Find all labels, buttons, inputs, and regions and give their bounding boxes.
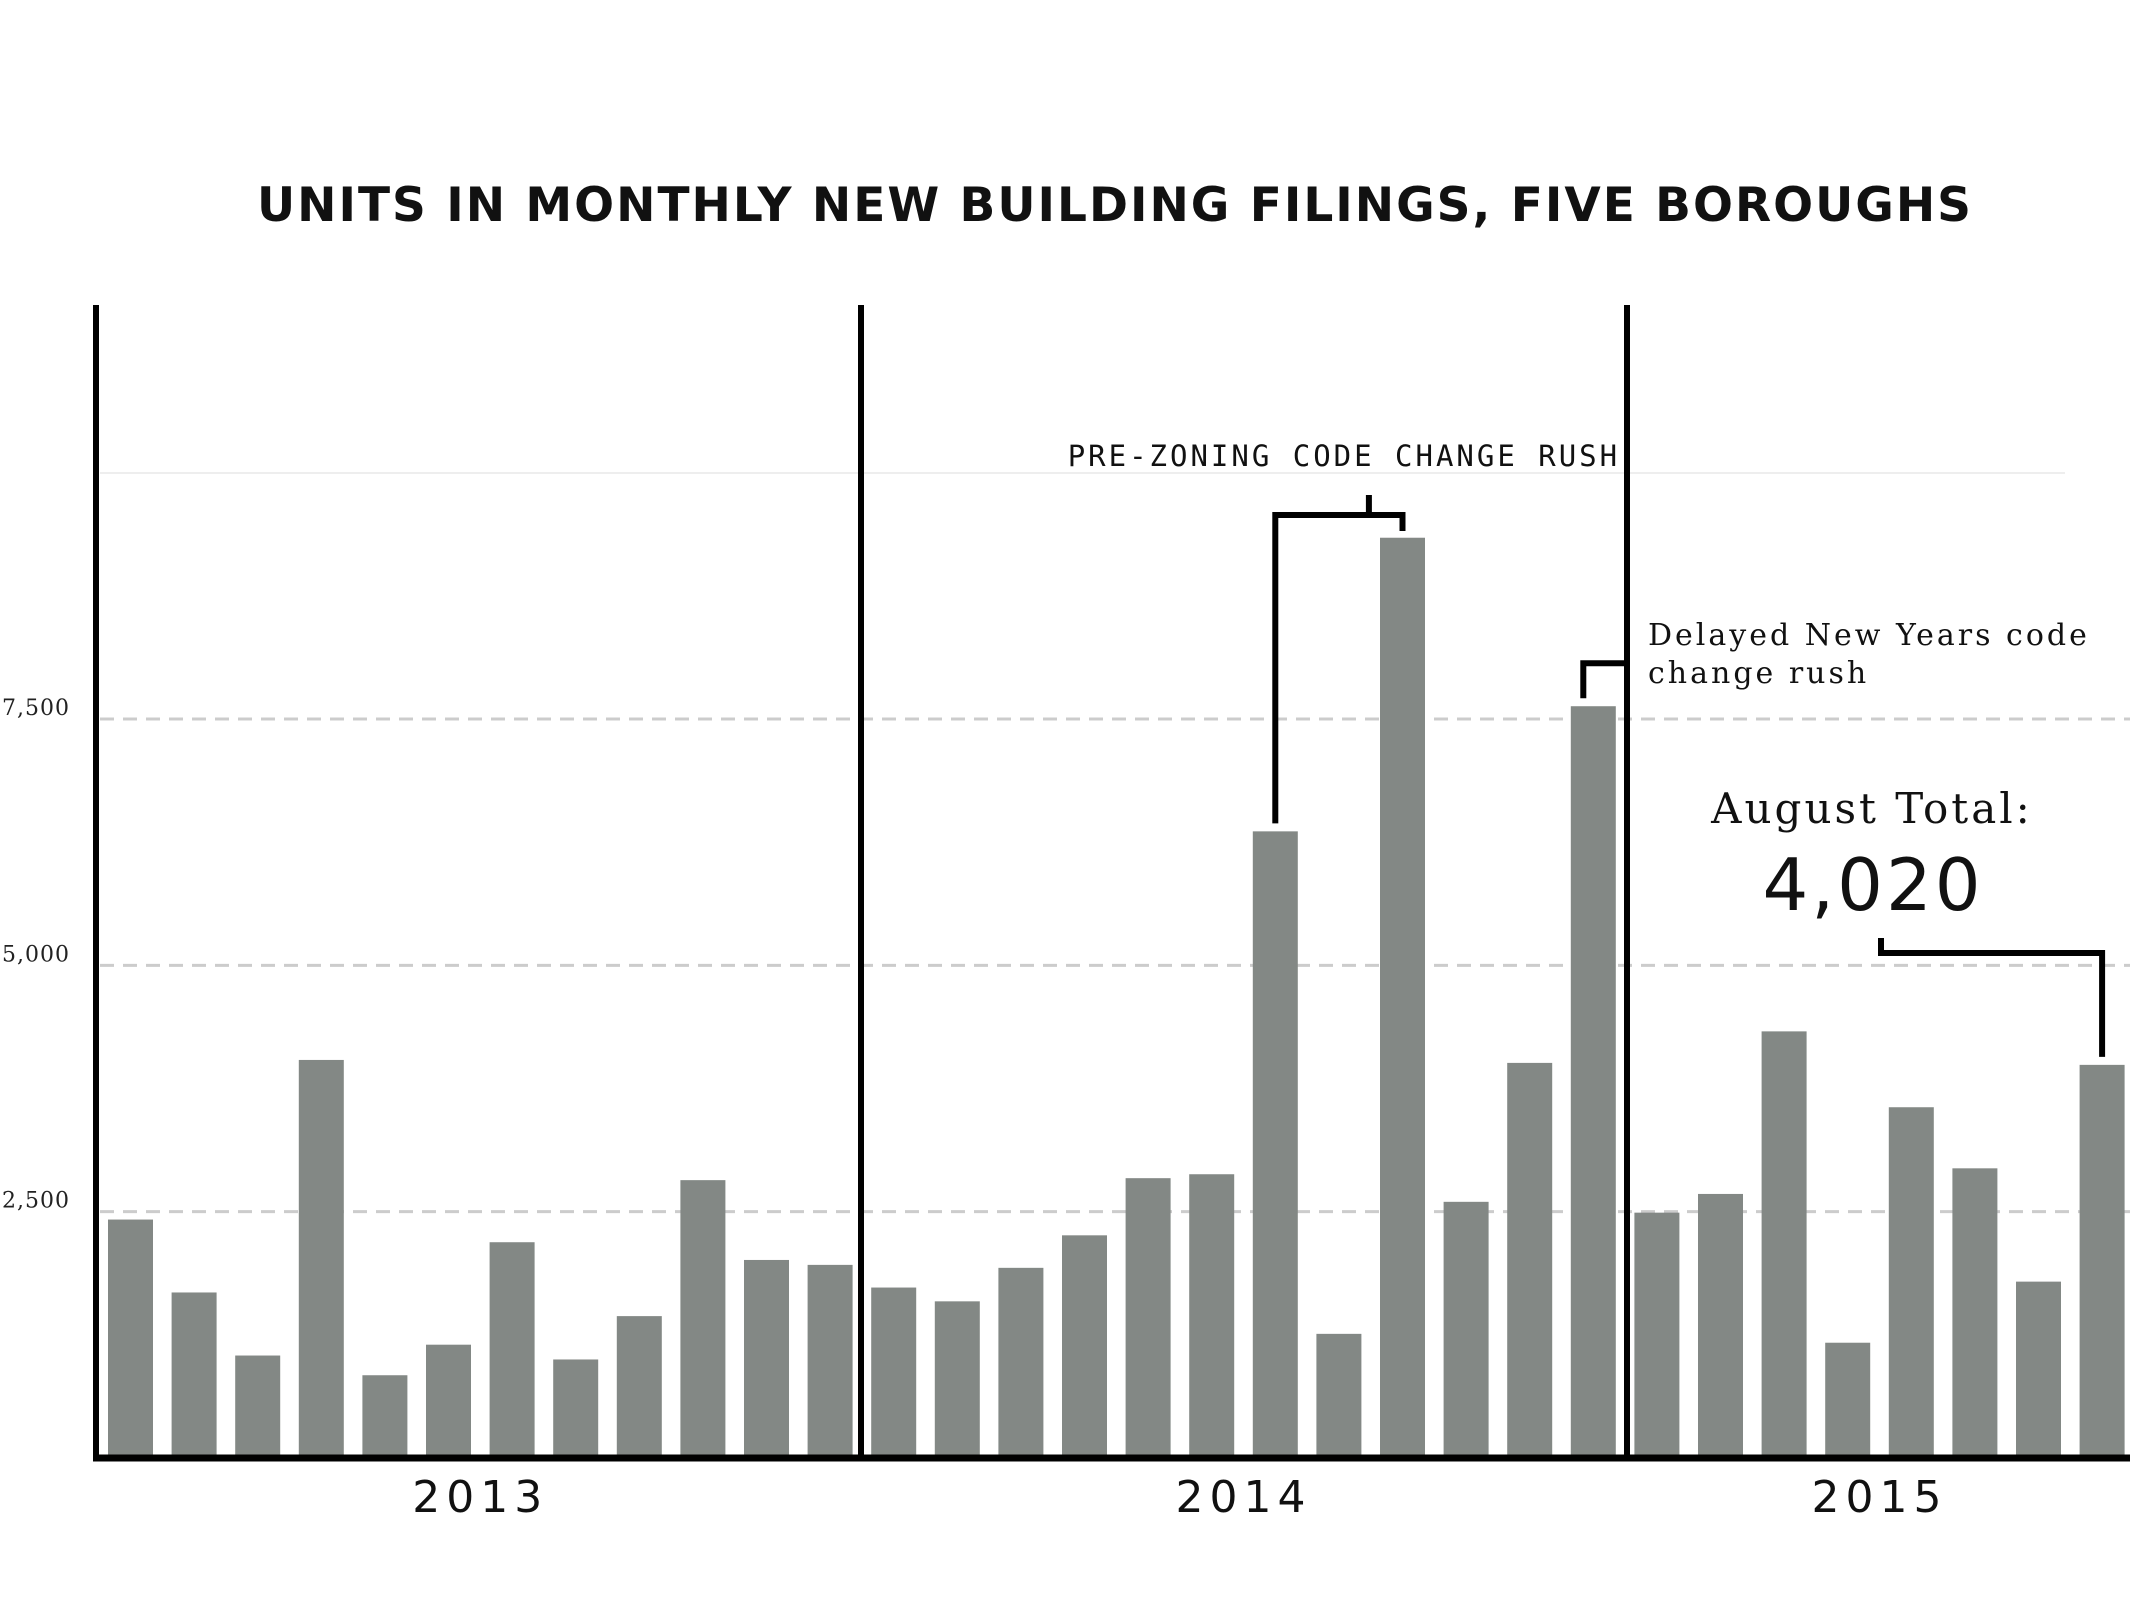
bar-18 bbox=[1189, 1174, 1235, 1458]
bar-5 bbox=[362, 1375, 408, 1458]
bar-4 bbox=[298, 1059, 344, 1458]
year-label-2015: 2015 bbox=[1812, 1472, 1948, 1523]
bar-13 bbox=[871, 1287, 917, 1458]
bar-23 bbox=[1507, 1062, 1553, 1458]
y-tick-label-7500: 7,500 bbox=[2, 696, 70, 721]
bracket-august bbox=[1878, 938, 2106, 1057]
bar-11 bbox=[744, 1259, 789, 1458]
bar-31 bbox=[2016, 1281, 2061, 1458]
chart-title: UNITS IN MONTHLY NEW BUILDING FILINGS, F… bbox=[257, 178, 1973, 233]
bar-2 bbox=[171, 1292, 217, 1458]
year-label-2013: 2013 bbox=[412, 1472, 548, 1523]
bar-21 bbox=[1380, 537, 1425, 1458]
bar-30 bbox=[1952, 1168, 1998, 1458]
bar-9 bbox=[616, 1316, 662, 1458]
bar-3 bbox=[235, 1355, 281, 1458]
bar-32 bbox=[2079, 1064, 2125, 1458]
bar-25 bbox=[1634, 1212, 1680, 1458]
y-tick-label-2500: 2,500 bbox=[2, 1189, 70, 1214]
annotation-delayed-line1: Delayed New Years code bbox=[1648, 618, 2090, 653]
bar-10 bbox=[680, 1180, 726, 1458]
bracket-pre-zoning bbox=[1272, 512, 1406, 824]
bar-8 bbox=[553, 1359, 599, 1458]
bar-27 bbox=[1761, 1031, 1807, 1458]
year-label-2014: 2014 bbox=[1176, 1472, 1312, 1523]
annotation-pre-zoning: PRE-ZONING CODE CHANGE RUSH bbox=[1068, 439, 1620, 473]
bar-14 bbox=[934, 1301, 980, 1458]
bar-7 bbox=[489, 1242, 535, 1458]
bar-1 bbox=[108, 1219, 153, 1458]
bar-29 bbox=[1888, 1107, 1934, 1458]
bar-20 bbox=[1316, 1333, 1362, 1458]
annotation-delayed-line2: change rush bbox=[1648, 656, 1869, 691]
bar-12 bbox=[807, 1264, 853, 1458]
bars bbox=[108, 537, 2125, 1458]
y-tick-label-5000: 5,000 bbox=[2, 942, 70, 967]
bar-16 bbox=[1062, 1235, 1107, 1458]
bar-19 bbox=[1252, 831, 1298, 1458]
bar-17 bbox=[1125, 1178, 1171, 1458]
axes bbox=[93, 305, 2130, 1462]
bar-15 bbox=[998, 1267, 1044, 1458]
bar-22 bbox=[1443, 1201, 1489, 1458]
year-labels: 2013 2014 2015 bbox=[412, 1472, 1948, 1523]
bar-24 bbox=[1570, 706, 1616, 1458]
bar-28 bbox=[1825, 1342, 1871, 1458]
annotation-august-label: August Total: bbox=[1710, 784, 2033, 833]
y-tick-labels: 2,500 5,000 7,500 bbox=[2, 696, 70, 1214]
bar-26 bbox=[1698, 1193, 1743, 1458]
bracket-delayed bbox=[1580, 660, 1626, 699]
annotations: PRE-ZONING CODE CHANGE RUSH Delayed New … bbox=[1068, 439, 2106, 1057]
annotation-august-value: 4,020 bbox=[1762, 843, 1983, 927]
bar-6 bbox=[426, 1344, 471, 1458]
